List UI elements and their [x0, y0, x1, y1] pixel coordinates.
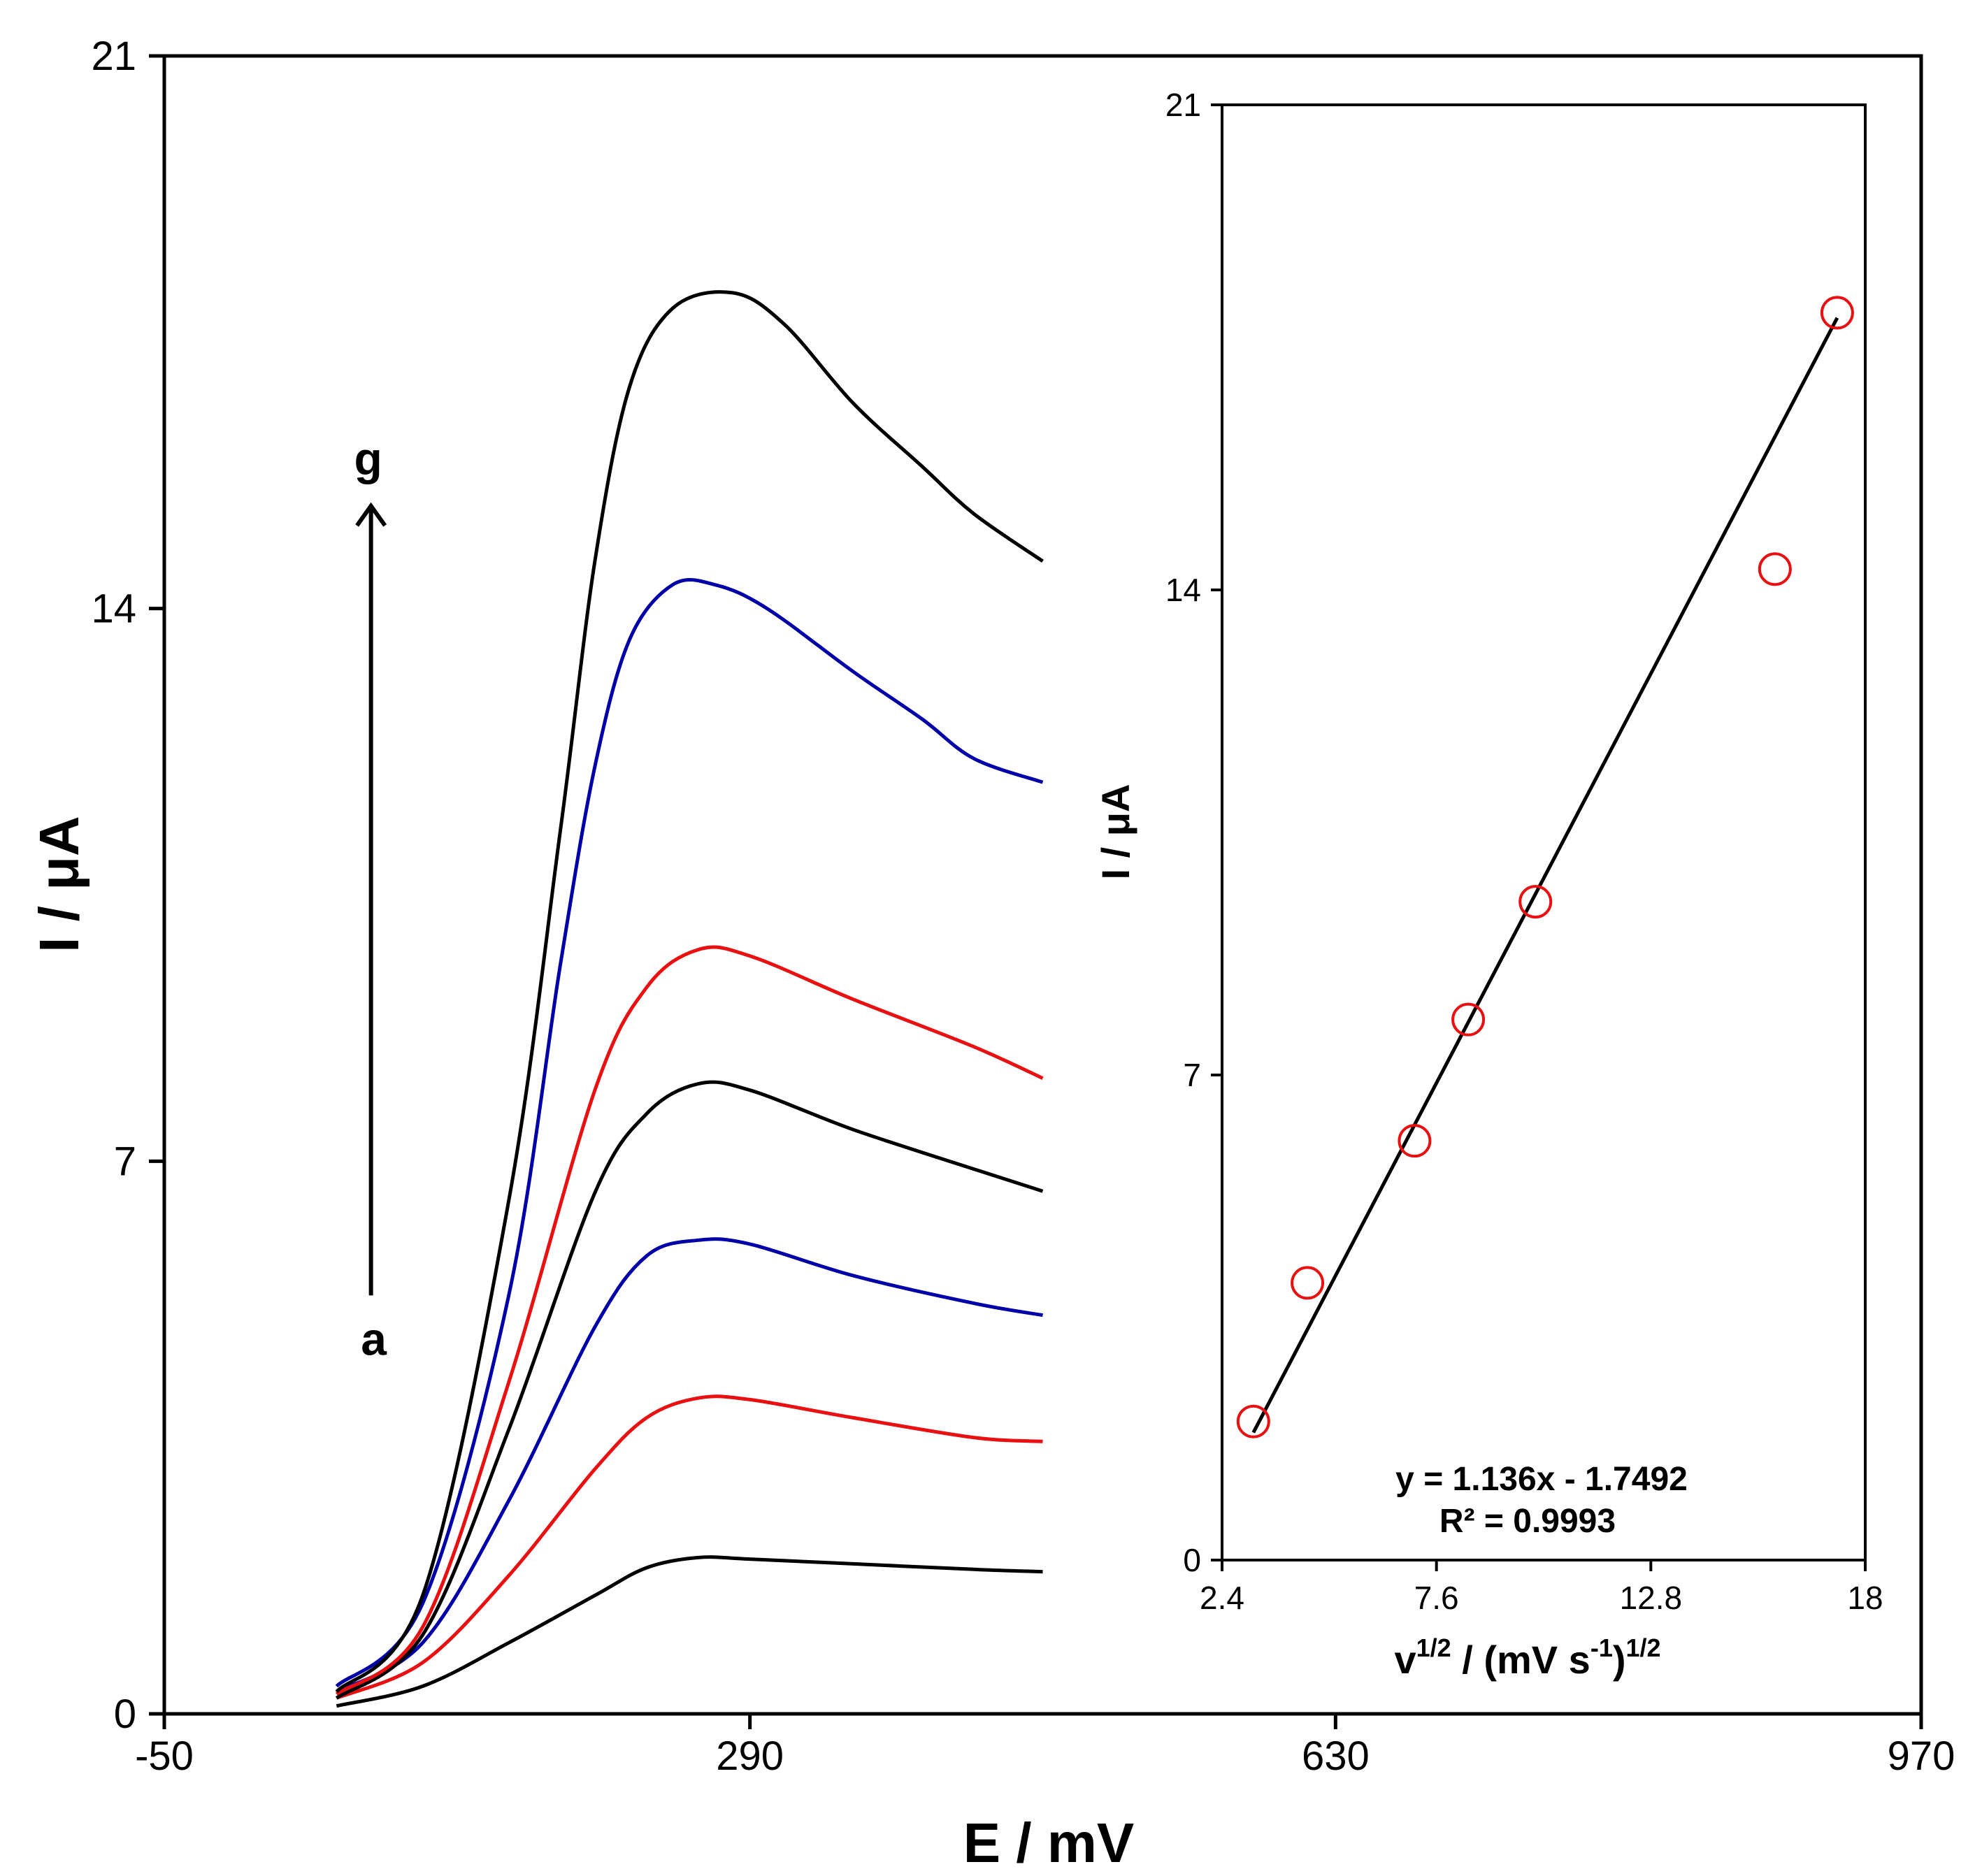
inset-point-3	[1451, 1002, 1486, 1037]
arrow-label-g: g	[354, 433, 382, 484]
curve-f	[335, 577, 1044, 1688]
main-y-tick-label: 14	[91, 586, 136, 632]
inset-x-tick-label: 18	[1847, 1580, 1883, 1616]
inset-x-axis-exp1: 1/2	[1416, 1633, 1451, 1662]
inset-x-tick-label: 7.6	[1414, 1580, 1459, 1616]
main-x-tick-label: -50	[135, 1733, 194, 1779]
inset-point-2	[1398, 1124, 1432, 1158]
main-x-axis-title: E / mV	[963, 1812, 1135, 1874]
inset-point-0	[1236, 1404, 1270, 1438]
inset-point-6	[1820, 296, 1854, 330]
inset-y-tick-label: 7	[1183, 1057, 1201, 1093]
inset-point-1	[1291, 1266, 1325, 1300]
main-x-ticks: -50 290 630 970	[135, 1714, 1955, 1779]
inset-y-axis-title: I / μA	[1093, 784, 1137, 880]
main-y-ticks: 0 7 14 21	[91, 34, 164, 1737]
curve-b	[336, 1394, 1043, 1700]
inset-x-ticks: 2.4 7.6 12.8 18	[1200, 1560, 1883, 1616]
main-plot-frame	[162, 54, 1923, 1716]
main-x-tick-label: 290	[716, 1733, 784, 1779]
main-y-tick-label: 0	[114, 1691, 136, 1737]
main-x-tick-label: 970	[1888, 1733, 1955, 1779]
inset-y-ticks: 0 7 14 21	[1165, 87, 1222, 1578]
inset-y-tick-label: 21	[1165, 87, 1201, 123]
fit-equation: y = 1.136x - 1.7492	[1395, 1461, 1688, 1498]
inset-fit-line	[1251, 317, 1839, 1434]
inset-x-axis-exp2: -1	[1590, 1633, 1613, 1662]
main-curves	[335, 290, 1044, 1708]
main-y-axis-title: I / μA	[28, 816, 90, 953]
inset-x-axis-title: v1/2 / (mV s-1)1/2	[1394, 1633, 1660, 1682]
main-y-tick-label: 21	[91, 34, 136, 79]
inset-point-4	[1518, 885, 1553, 919]
main-y-tick-label: 7	[114, 1139, 136, 1184]
curve-e	[335, 945, 1044, 1696]
curve-d	[335, 1080, 1044, 1700]
arrow-label-a: a	[361, 1313, 387, 1364]
main-x-tick-label: 630	[1302, 1733, 1370, 1779]
curve-c	[336, 1237, 1043, 1694]
curve-a	[336, 1555, 1043, 1708]
inset-x-axis-end: )	[1613, 1638, 1626, 1682]
inset-x-axis-v: v	[1394, 1638, 1416, 1682]
main-chart: 0 7 14 21 -50 290 630 970 E / mV I / μA g a	[28, 34, 1955, 1874]
arrow-head-icon	[355, 502, 387, 527]
inset-x-axis-exp3: 1/2	[1626, 1633, 1661, 1662]
curve-g	[335, 290, 1044, 1694]
inset-point-5	[1758, 552, 1792, 586]
inset-x-tick-label: 12.8	[1620, 1580, 1683, 1616]
inset-points	[1236, 296, 1854, 1438]
inset-x-tick-label: 2.4	[1200, 1580, 1244, 1616]
inset-x-axis-mid: / (mV s	[1451, 1638, 1590, 1682]
inset-plot-frame	[1221, 103, 1867, 1561]
series-order-arrow: g a	[354, 433, 387, 1365]
fit-r-squared: R² = 0.9993	[1439, 1503, 1616, 1540]
inset-y-tick-label: 14	[1165, 572, 1201, 608]
inset-y-tick-label: 0	[1183, 1542, 1201, 1578]
